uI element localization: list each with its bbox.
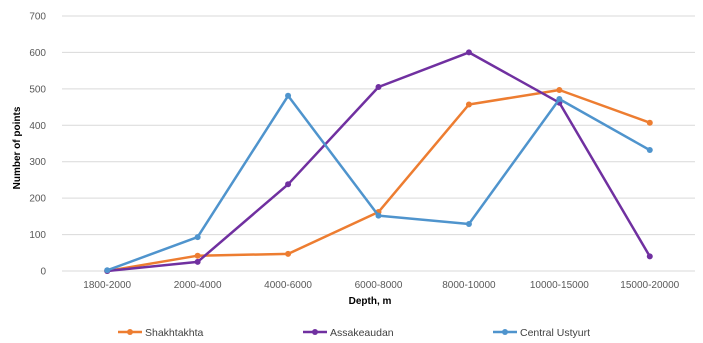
data-point — [556, 96, 563, 103]
x-axis-ticks: 1800-2000 2000-4000 4000-6000 6000-8000 8000… — [83, 280, 679, 291]
legend-label: Shakhtakhta — [145, 327, 204, 339]
data-point — [646, 119, 653, 126]
series-shakhtakhta — [104, 86, 653, 274]
data-point — [556, 86, 563, 93]
legend-label: Central Ustyurt — [520, 327, 590, 339]
data-point — [465, 101, 472, 108]
legend-label: Assakeaudan — [330, 327, 394, 339]
data-point — [375, 212, 382, 219]
series-lines — [104, 49, 653, 274]
legend-swatch-marker — [502, 329, 508, 335]
x-tick-label: 1800-2000 — [83, 280, 131, 291]
data-point — [285, 92, 292, 99]
legend-swatch-marker — [312, 329, 318, 335]
y-axis-ticks: 0 100 200 300 400 500 600 700 — [29, 12, 46, 278]
y-tick-label: 0 — [40, 267, 46, 278]
series-central-ustyurt — [104, 92, 653, 274]
legend-swatch-marker — [127, 329, 133, 335]
data-point — [375, 84, 382, 91]
data-point — [285, 250, 292, 257]
data-point — [194, 252, 201, 259]
legend-item: Assakeaudan — [303, 327, 394, 339]
data-point — [104, 267, 111, 274]
data-point — [465, 221, 472, 228]
legend-item: Shakhtakhta — [118, 327, 204, 339]
legend-item: Central Ustyurt — [493, 327, 590, 339]
x-axis-title: Depth, m — [349, 296, 392, 307]
data-point — [285, 181, 292, 188]
x-tick-label: 6000-8000 — [355, 280, 403, 291]
series-line — [106, 94, 651, 272]
data-point — [646, 147, 653, 154]
y-tick-label: 700 — [29, 12, 46, 23]
data-point — [465, 49, 472, 56]
grid-lines — [62, 15, 695, 272]
x-tick-label: 8000-10000 — [442, 280, 496, 291]
data-point — [646, 253, 653, 260]
y-tick-label: 500 — [29, 84, 46, 95]
y-tick-label: 600 — [29, 48, 46, 59]
data-point — [194, 258, 201, 265]
x-tick-label: 10000-15000 — [530, 280, 589, 291]
y-tick-label: 300 — [29, 157, 46, 168]
y-tick-label: 400 — [29, 121, 46, 132]
x-tick-label: 2000-4000 — [174, 280, 222, 291]
y-tick-label: 100 — [29, 230, 46, 241]
legend: Shakhtakhta Assakeaudan Central Ustyurt — [118, 327, 590, 339]
y-axis-title: Number of points — [12, 106, 23, 189]
data-point — [194, 234, 201, 241]
y-tick-label: 200 — [29, 194, 46, 205]
x-tick-label: 15000-20000 — [620, 280, 679, 291]
x-tick-label: 4000-6000 — [264, 280, 312, 291]
